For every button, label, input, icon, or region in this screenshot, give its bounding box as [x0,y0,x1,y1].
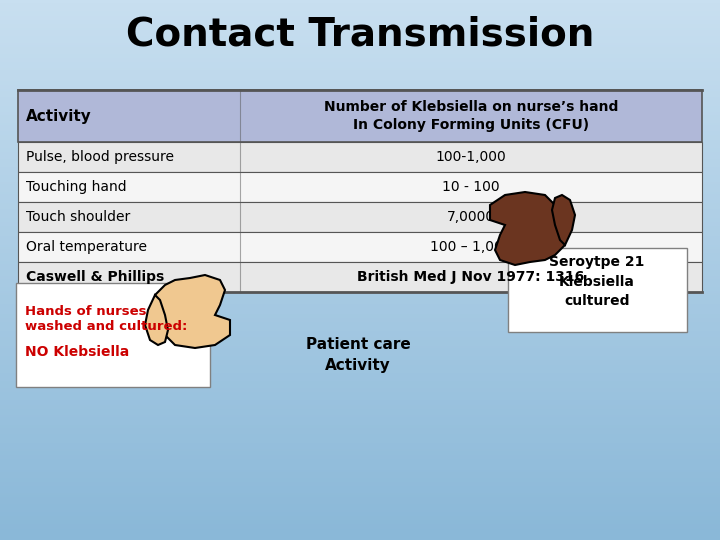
Polygon shape [490,192,565,265]
Text: Hands of nurses
washed and cultured:: Hands of nurses washed and cultured: [25,305,187,333]
Polygon shape [155,275,230,348]
Text: NO Klebsiella: NO Klebsiella [25,345,130,359]
FancyBboxPatch shape [508,248,687,332]
Bar [18,90,702,142]
Text: Touching hand: Touching hand [26,180,127,194]
Bar [18,262,702,292]
Text: Caswell & Phillips: Caswell & Phillips [26,270,164,284]
Bar [18,202,702,232]
Text: Number of Klebsiella on nurse’s hand
In Colony Forming Units (CFU): Number of Klebsiella on nurse’s hand In … [324,100,618,132]
Text: 10 - 100: 10 - 100 [442,180,500,194]
Text: Touch shoulder: Touch shoulder [26,210,130,224]
Text: British Med J Nov 1977: 1316: British Med J Nov 1977: 1316 [357,270,585,284]
Text: 100 – 1,000: 100 – 1,000 [431,240,512,254]
FancyBboxPatch shape [16,283,210,387]
Text: 7,0000: 7,0000 [447,210,495,224]
Text: Activity: Activity [26,109,91,124]
Bar [18,142,702,172]
Polygon shape [552,195,575,245]
Text: Oral temperature: Oral temperature [26,240,147,254]
Text: Contact Transmission: Contact Transmission [126,16,594,54]
Text: 100-1,000: 100-1,000 [436,150,506,164]
Bar [18,232,702,262]
Polygon shape [145,295,168,345]
Text: Pulse, blood pressure: Pulse, blood pressure [26,150,174,164]
Text: Patient care
Activity: Patient care Activity [305,337,410,373]
Bar [18,172,702,202]
Text: Seroytpe 21
Klebsiella
cultured: Seroytpe 21 Klebsiella cultured [549,255,644,308]
